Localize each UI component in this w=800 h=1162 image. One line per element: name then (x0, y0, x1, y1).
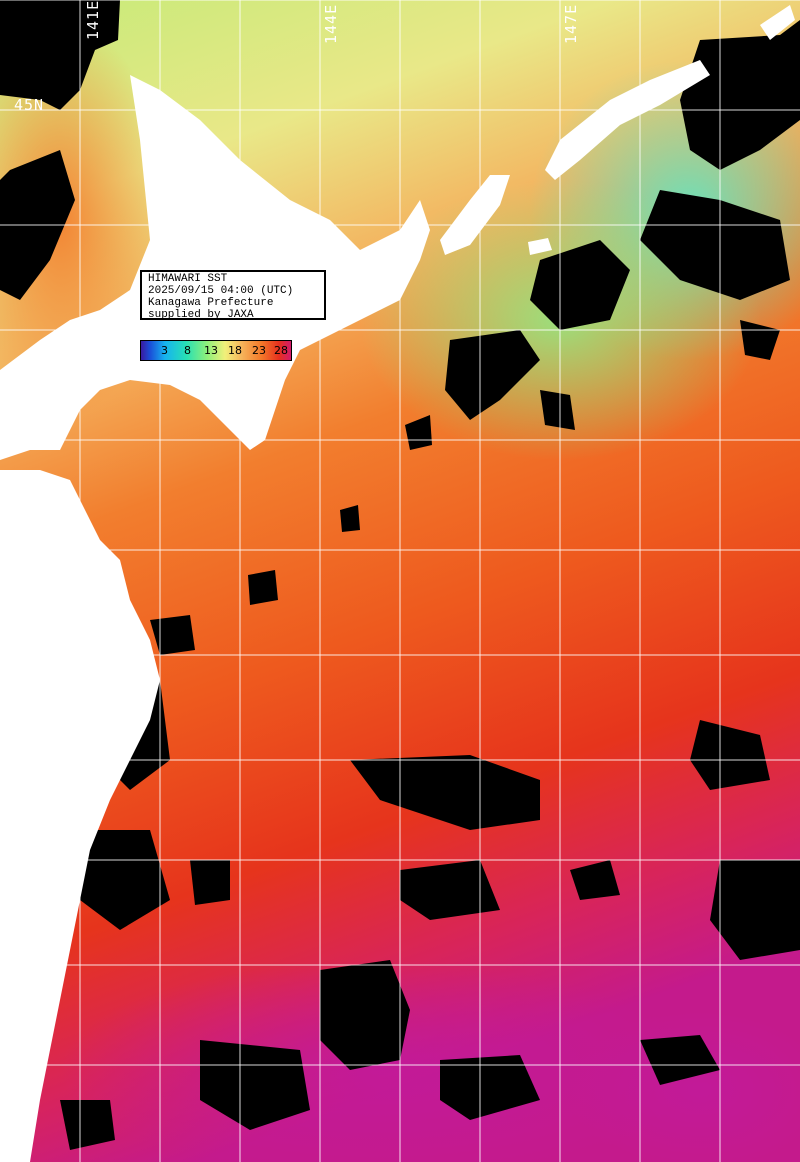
info-panel: HIMAWARI SST 2025/09/15 04:00 (UTC) Kana… (140, 270, 326, 321)
legend-tick: 8 (184, 344, 191, 357)
legend-tick: 23 (252, 344, 266, 357)
kuril-island (528, 238, 552, 255)
observation-datetime: 2025/09/15 04:00 (UTC) (148, 285, 294, 297)
legend-tick: 28 (274, 344, 288, 357)
warm-water-southeast (570, 1010, 800, 1162)
hokkaido-landmass (0, 75, 430, 460)
legend-tick: 18 (228, 344, 242, 357)
latitude-label: 45N (14, 96, 45, 114)
kuril-island (440, 175, 510, 255)
mutsu-peninsula (0, 500, 90, 570)
legend-tick: 3 (161, 344, 168, 357)
region-label: Kanagawa Prefecture (148, 297, 274, 309)
longitude-label: 144E (322, 3, 340, 44)
longitude-label: 141E (84, 0, 102, 40)
legend-tick: 13 (204, 344, 218, 357)
temperature-legend: 3 8 13 18 23 28 (140, 340, 292, 361)
longitude-label: 147E (562, 3, 580, 44)
data-credit: supplied by JAXA (148, 309, 254, 321)
product-title: HIMAWARI SST (148, 273, 228, 285)
kuril-island (545, 60, 710, 180)
kuril-island (760, 5, 795, 40)
